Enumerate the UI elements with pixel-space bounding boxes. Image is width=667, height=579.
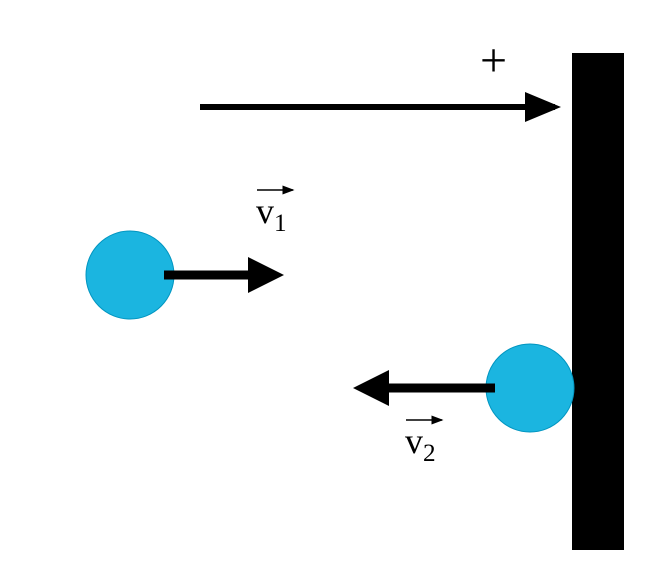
- wall: [572, 53, 624, 550]
- physics-diagram: + v1 v2: [0, 0, 667, 579]
- ball-1: [86, 231, 174, 319]
- v2-label: v2: [405, 420, 436, 468]
- v1-subscript: 1: [274, 210, 287, 237]
- ball-2: [486, 344, 574, 432]
- plus-sign-label: +: [480, 33, 507, 88]
- diagram-svg: [0, 0, 667, 579]
- v1-symbol: v: [256, 191, 274, 231]
- v2-symbol: v: [405, 421, 423, 461]
- v2-subscript: 2: [423, 440, 436, 467]
- v1-label: v1: [256, 190, 287, 238]
